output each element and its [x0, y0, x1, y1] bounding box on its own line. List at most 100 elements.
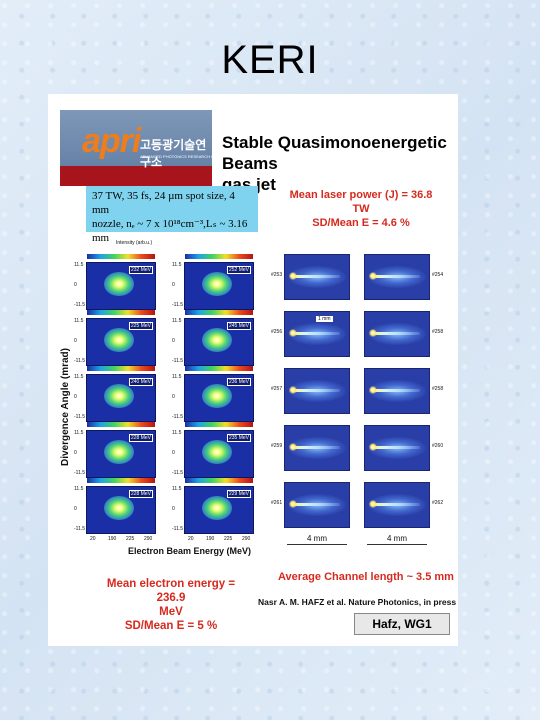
channel-streak	[292, 389, 340, 392]
laser-stats-line-1: Mean laser power (J) = 36.8 TW	[289, 189, 433, 215]
scale-line	[367, 544, 427, 545]
beam-spot	[104, 328, 134, 352]
x-tick-label: 190	[108, 536, 117, 542]
y-tick-label: 11.5	[74, 318, 84, 324]
scale-marker: 1 mm	[316, 316, 333, 322]
beam-spot	[104, 384, 134, 408]
electron-stats-line-3: SD/Mean E = 5 %	[124, 620, 218, 632]
beam-spot	[104, 272, 134, 296]
logo-subtitle: ADVANCED PHOTONICS RESEARCH INSTITUTE	[140, 154, 232, 159]
y-tick-label: 0	[74, 450, 77, 456]
shot-number: #257	[271, 386, 283, 392]
channel-dot	[289, 386, 297, 394]
beam-spot	[104, 496, 134, 520]
institute-logo: apri 고등광기술연구소 ADVANCED PHOTONICS RESEARC…	[60, 110, 232, 186]
beam-spot	[202, 328, 232, 352]
slide-title: KERI	[221, 38, 319, 82]
laser-parameters-box: 37 TW, 35 fs, 24 µm spot size, 4 mm nozz…	[86, 186, 258, 244]
x-tick-label: 20	[188, 536, 194, 542]
colorbar	[87, 310, 155, 315]
beam-energy-label: 228 MeV	[128, 490, 153, 498]
x-tick-label: 225	[126, 536, 135, 542]
y-tick-label: 11.5	[172, 318, 182, 324]
y-tick-label: -11.5	[172, 470, 184, 476]
energy-axis-label: Electron Beam Energy (MeV)	[128, 546, 252, 556]
beam-energy-label: 236 MeV	[226, 378, 251, 386]
colorbar	[185, 366, 253, 371]
logo-red-band	[60, 166, 212, 186]
y-tick-label: 0	[74, 338, 77, 344]
y-tick-label: 0	[74, 506, 77, 512]
laser-stats-line-2: SD/Mean E = 4.6 %	[312, 217, 410, 229]
electron-stats-line-1: Mean electron energy = 236.9	[106, 578, 236, 604]
colorbar	[87, 478, 155, 483]
beam-spot	[202, 272, 232, 296]
y-tick-label: 0	[172, 282, 175, 288]
y-tick-label: 11.5	[172, 374, 182, 380]
energy-spectrum-image: 229 MeV	[184, 486, 254, 534]
x-tick-label: 20	[90, 536, 96, 542]
beam-energy-label: 229 MeV	[226, 490, 251, 498]
x-tick-label: 225	[224, 536, 233, 542]
y-tick-label: 11.5	[74, 374, 84, 380]
y-tick-label: 11.5	[172, 430, 182, 436]
intensity-label: Intensity (arb.u.)	[116, 240, 153, 246]
energy-spectrum-image: 228 MeV	[86, 486, 156, 534]
scale-label: 4 mm	[387, 534, 407, 543]
y-tick-label: 0	[74, 394, 77, 400]
channel-dot	[369, 443, 377, 451]
shot-number: #261	[271, 500, 283, 506]
channel-dot	[289, 500, 297, 508]
beam-spot	[104, 440, 134, 464]
y-tick-label: -11.5	[74, 414, 86, 420]
electron-stats-line-2: MeV	[159, 606, 183, 618]
y-tick-label: 11.5	[74, 430, 84, 436]
channel-streak	[372, 446, 420, 449]
scale-label: 4 mm	[307, 534, 327, 543]
y-tick-label: 0	[172, 506, 175, 512]
shot-number: #253	[271, 272, 283, 278]
plasma-channel-image	[364, 368, 430, 414]
plasma-channel-image	[284, 482, 350, 528]
channel-streak	[372, 389, 420, 392]
beam-spot	[202, 496, 232, 520]
slide-figure: apri 고등광기술연구소 ADVANCED PHOTONICS RESEARC…	[48, 94, 458, 646]
plasma-channel-image	[364, 254, 430, 300]
energy-spectrum-image: 225 MeV	[86, 318, 156, 366]
y-tick-label: -11.5	[172, 526, 184, 532]
plasma-channel-image	[364, 311, 430, 357]
channel-streak	[292, 503, 340, 506]
shot-number: #258	[432, 386, 444, 392]
channel-streak	[292, 446, 340, 449]
beam-energy-label: 235 MeV	[226, 434, 251, 442]
logo-korean-name: 고등광기술연구소	[140, 138, 207, 169]
electron-energy-stats: Mean electron energy = 236.9 MeV SD/Mean…	[106, 577, 236, 633]
author-box: Hafz, WG1	[354, 613, 450, 635]
y-tick-label: -11.5	[74, 470, 86, 476]
y-tick-label: 11.5	[74, 262, 84, 268]
channel-streak	[292, 332, 340, 335]
shot-number: #259	[271, 443, 283, 449]
beam-energy-label: 245 MeV	[226, 322, 251, 330]
channel-dot	[369, 329, 377, 337]
laser-power-stats: Mean laser power (J) = 36.8 TW SD/Mean E…	[286, 188, 436, 230]
colorbar	[185, 254, 253, 259]
colorbar	[185, 310, 253, 315]
shot-number: #254	[432, 272, 444, 278]
y-tick-label: 0	[172, 338, 175, 344]
energy-spectrum-image: 240 MeV	[86, 374, 156, 422]
beam-energy-label: 240 MeV	[128, 378, 153, 386]
y-tick-label: -11.5	[74, 358, 86, 364]
channel-dot	[369, 500, 377, 508]
x-tick-label: 190	[206, 536, 215, 542]
headline-line-1: Stable Quasimonoenergetic Beams	[222, 133, 447, 173]
beam-energy-label: 252 MeV	[226, 266, 251, 274]
beam-energy-label: 228 MeV	[128, 434, 153, 442]
shot-number: #258	[432, 329, 444, 335]
channel-dot	[289, 329, 297, 337]
beam-spot	[202, 440, 232, 464]
channel-streak	[372, 275, 420, 278]
energy-spectrum-image: 228 MeV	[86, 430, 156, 478]
energy-spectrum-image: 245 MeV	[184, 318, 254, 366]
y-tick-label: -11.5	[172, 358, 184, 364]
